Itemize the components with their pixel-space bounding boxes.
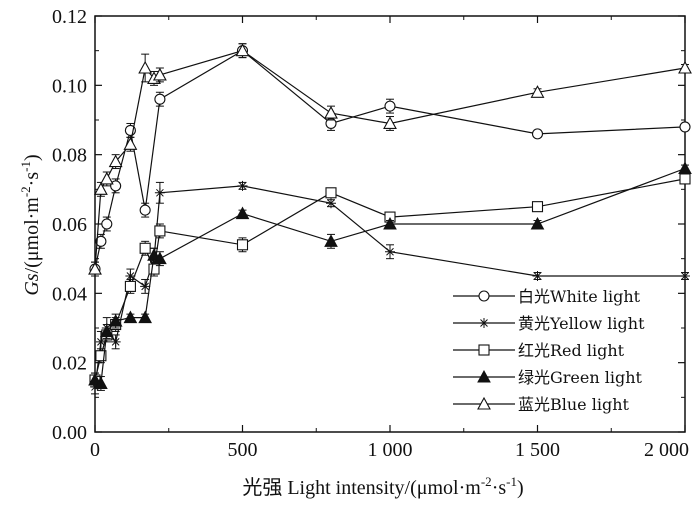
data-point (94, 376, 108, 389)
data-point (235, 43, 250, 57)
x-tick-label: 1 500 (515, 439, 560, 461)
y-axis-title: Gs/(μmol·m-2·s-1) (18, 154, 43, 295)
legend-label: 绿光Green light (518, 368, 643, 387)
data-point (124, 280, 136, 292)
data-point (110, 336, 121, 347)
y-tick-label: 0.08 (52, 145, 87, 167)
y-tick-label: 0.04 (52, 283, 87, 305)
y-axis-title-mid: ·s (21, 172, 43, 187)
x-axis: 0 500 1 000 1 500 2 000 (90, 16, 689, 461)
data-point (153, 251, 167, 265)
series-4 (88, 161, 692, 391)
series-5 (88, 43, 692, 277)
y-tick-label: 0.02 (52, 353, 87, 375)
data-point (99, 324, 114, 337)
y-tick-label: 0.10 (52, 75, 87, 97)
data-point (324, 105, 338, 119)
x-axis-title: 光强 Light intensity/(μmol·m-2·s-1) (242, 474, 523, 499)
x-tick-label: 2 000 (644, 439, 689, 461)
data-point (95, 235, 107, 247)
data-point (88, 261, 102, 275)
data-point (152, 67, 167, 81)
data-point (235, 206, 250, 220)
legend-label: 白光White light (518, 287, 641, 306)
data-point (123, 137, 138, 150)
y-axis-title-italic: Gs (21, 273, 43, 295)
data-point (139, 204, 151, 216)
legend-marker (477, 396, 491, 410)
data-point (123, 310, 138, 324)
legend-marker (477, 369, 491, 383)
data-point (125, 271, 136, 281)
y-axis-title-suffix: ) (21, 154, 43, 161)
y-tick-label: 0.00 (52, 422, 87, 444)
data-point (530, 216, 545, 230)
data-point (236, 239, 249, 251)
legend-marker (478, 344, 490, 356)
data-point (325, 187, 337, 199)
y-axis-title-unit: /(μmol·m (21, 197, 43, 274)
x-axis-title-exp1: -2 (481, 474, 492, 489)
x-axis-title-text: 光强 Light intensity/(μmol·m (242, 476, 481, 499)
data-point (678, 60, 692, 74)
legend-label: 蓝光Blue light (518, 395, 630, 414)
data-point (95, 336, 106, 347)
data-point (678, 161, 692, 175)
data-point (324, 234, 338, 247)
data-point (154, 225, 166, 237)
data-point (532, 271, 543, 281)
legend-marker (479, 318, 489, 328)
data-point (531, 201, 544, 213)
data-point (99, 171, 114, 185)
y-axis-title-exp1: -2 (18, 186, 33, 197)
series-layer (88, 43, 692, 395)
x-tick-label: 500 (228, 439, 258, 461)
data-point (531, 128, 544, 140)
series-1 (89, 43, 691, 277)
data-point (326, 198, 336, 209)
data-point (385, 246, 395, 257)
x-tick-label: 1 000 (368, 439, 413, 461)
series-line (94, 50, 686, 270)
y-tick-label: 0.12 (52, 6, 87, 28)
data-point (108, 154, 123, 168)
data-point (101, 218, 113, 230)
data-point (680, 271, 690, 281)
data-point (154, 187, 165, 198)
data-point (139, 242, 151, 254)
y-tick-label: 0.06 (52, 214, 87, 236)
data-point (383, 116, 397, 130)
legend: 白光White light 黄光Yellow light 红光Red light 绿光… (453, 287, 645, 414)
data-point (95, 350, 107, 362)
data-point (138, 60, 153, 74)
data-point (237, 180, 248, 191)
data-point (108, 314, 123, 327)
y-axis-title-exp2: -1 (18, 161, 33, 172)
data-point (383, 216, 397, 230)
legend-label: 红光Red light (518, 341, 625, 360)
y-axis: 0.00 0.02 0.04 0.06 0.08 0.10 0.12 (52, 6, 685, 444)
x-axis-title-exp2: -1 (506, 474, 517, 489)
data-point (530, 85, 545, 98)
data-point (93, 182, 108, 195)
data-point (384, 100, 396, 112)
data-point (138, 310, 152, 324)
x-axis-title-suffix: ) (517, 477, 524, 499)
legend-marker (478, 290, 490, 302)
data-point (679, 173, 691, 185)
x-axis-title-mid: ·s (492, 477, 507, 499)
series-line (94, 49, 686, 270)
data-point (679, 121, 691, 133)
x-tick-label: 0 (90, 439, 100, 461)
legend-label: 黄光Yellow light (518, 314, 645, 333)
data-point (154, 93, 166, 105)
data-point (140, 281, 151, 292)
